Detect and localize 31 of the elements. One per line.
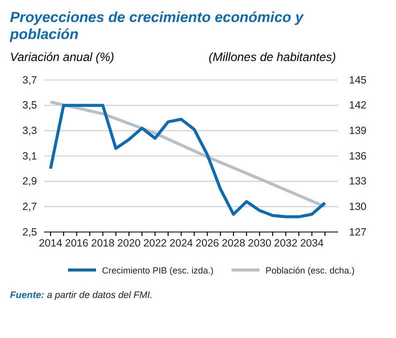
y2-tick-label: 145 — [349, 74, 367, 86]
y-tick-label: 2,7 — [22, 201, 38, 214]
y-axis-title: Variación anual (%) — [10, 50, 114, 64]
y-tick-label: 3,7 — [22, 74, 38, 86]
y-tick-label: 3,5 — [22, 100, 38, 112]
x-tick-label: 2032 — [274, 237, 298, 250]
x-tick-label: 2028 — [222, 237, 246, 250]
y-tick-label: 3,1 — [22, 150, 38, 162]
y-tick-label: 2,9 — [22, 176, 38, 188]
x-tick-label: 2022 — [143, 237, 167, 250]
x-tick-label: 2016 — [64, 237, 89, 250]
x-tick-label: 2020 — [117, 237, 141, 250]
y2-axis-title: (Millones de habitantes) — [208, 50, 336, 64]
x-tick-label: 2026 — [196, 237, 220, 250]
y2-tick-label: 139 — [349, 125, 367, 138]
source-note: Fuente: a partir de datos del FMI. — [10, 290, 153, 301]
x-tick-label: 2018 — [91, 237, 115, 250]
legend-label: Población (esc. dcha.) — [266, 266, 355, 276]
x-tick-label: 2014 — [38, 237, 62, 250]
chart-title: Proyecciones de crecimiento económico y población — [9, 10, 304, 43]
x-tick-label: 2024 — [170, 237, 194, 250]
x-tick-label: 2034 — [300, 237, 324, 250]
y2-tick-label: 127 — [349, 226, 367, 238]
y-tick-label: 3,3 — [22, 125, 38, 138]
y2-tick-label: 142 — [349, 100, 367, 112]
y-tick-label: 2,5 — [22, 226, 38, 238]
y2-tick-label: 133 — [349, 176, 367, 188]
y2-tick-label: 136 — [349, 150, 367, 162]
y2-tick-label: 130 — [349, 201, 367, 214]
legend-label: Crecimiento PIB (esc. izda.) — [102, 266, 214, 276]
x-tick-label: 2030 — [248, 237, 272, 250]
